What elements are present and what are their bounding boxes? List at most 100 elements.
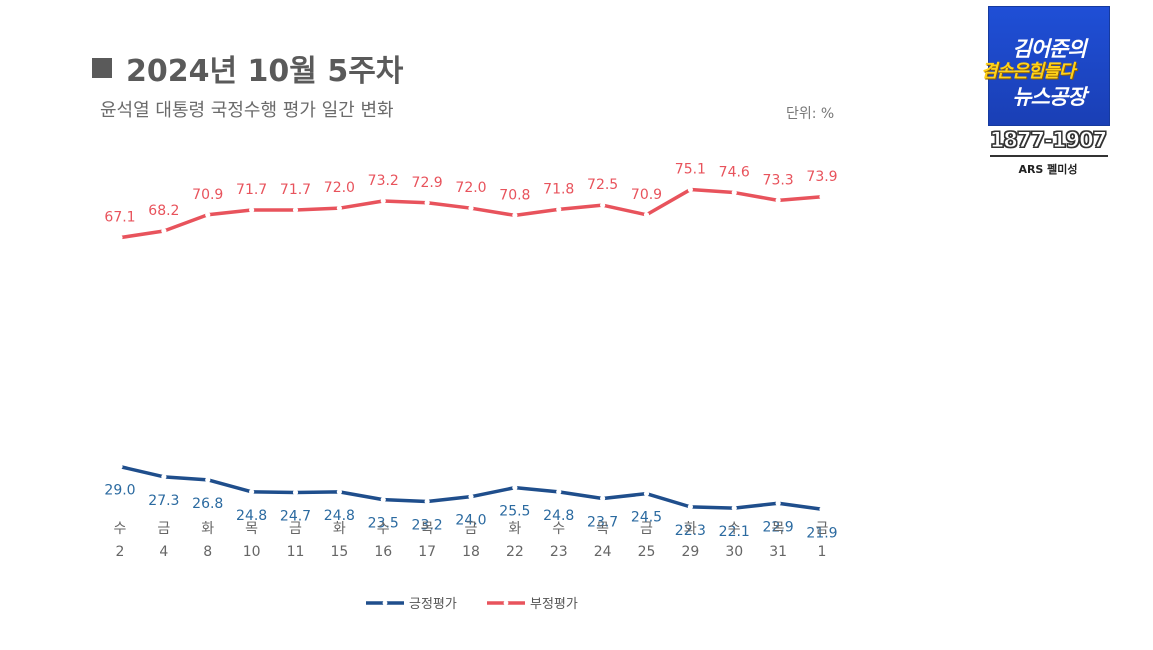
data-label-positive: 21.9 bbox=[806, 525, 837, 541]
data-point-positive bbox=[380, 497, 386, 503]
legend-label-positive: 긍정평가 bbox=[409, 597, 457, 612]
data-label-positive: 22.9 bbox=[763, 519, 794, 535]
x-tick-day: 화 bbox=[201, 521, 214, 537]
chart-subtitle: 윤석열 대통령 국정수행 평가 일간 변화 bbox=[100, 100, 394, 121]
x-tick-date: 29 bbox=[681, 544, 699, 560]
x-tick-date: 2 bbox=[116, 544, 125, 560]
data-label-negative: 71.8 bbox=[543, 181, 574, 197]
data-point-negative bbox=[556, 206, 562, 212]
x-tick-day: 금 bbox=[816, 521, 829, 537]
data-point-positive bbox=[161, 474, 167, 480]
page-title: 2024년 10월 5주차 bbox=[92, 46, 403, 90]
data-point-positive bbox=[600, 495, 606, 502]
data-point-negative bbox=[775, 197, 781, 203]
data-point-positive bbox=[731, 505, 737, 511]
data-label-negative: 68.2 bbox=[148, 203, 179, 219]
x-tick-date: 23 bbox=[550, 544, 568, 560]
series-line-positive bbox=[119, 464, 823, 512]
x-tick-date: 30 bbox=[725, 544, 743, 560]
show-logo: 김어준의 겸손은힘들다 뉴스공장 bbox=[981, 6, 1110, 126]
data-label-positive: 24.8 bbox=[543, 508, 574, 524]
data-label-negative: 71.7 bbox=[280, 182, 311, 198]
data-point-negative bbox=[380, 198, 386, 204]
data-point-negative bbox=[468, 205, 474, 211]
x-tick-date: 1 bbox=[818, 544, 827, 560]
legend-label-negative: 부정평가 bbox=[530, 597, 578, 612]
x-tick-day: 수 bbox=[377, 521, 390, 537]
data-label-negative: 73.2 bbox=[368, 173, 399, 189]
x-tick-day: 수 bbox=[114, 521, 127, 537]
data-point-positive bbox=[512, 485, 518, 491]
x-tick-date: 18 bbox=[462, 544, 480, 560]
x-tick-date: 17 bbox=[418, 544, 436, 560]
data-label-negative: 70.9 bbox=[631, 187, 662, 203]
data-label-positive: 23.2 bbox=[412, 517, 443, 533]
data-point-positive bbox=[117, 464, 123, 470]
legend-swatch-dot-positive bbox=[382, 600, 388, 606]
data-point-negative bbox=[205, 212, 211, 218]
logo-line-3: 뉴스공장 bbox=[1012, 85, 1086, 109]
x-tick-day: 화 bbox=[333, 521, 346, 537]
x-tick-date: 16 bbox=[374, 544, 392, 560]
x-tick-day: 목 bbox=[772, 521, 785, 537]
x-tick-date: 24 bbox=[594, 544, 612, 560]
data-point-negative bbox=[424, 200, 430, 206]
data-label-positive: 24.7 bbox=[280, 508, 311, 524]
data-label-positive: 24.0 bbox=[455, 513, 486, 529]
data-label-positive: 27.3 bbox=[148, 493, 179, 509]
data-label-positive: 26.8 bbox=[192, 496, 223, 512]
title-square-icon bbox=[92, 58, 112, 78]
data-label-negative: 74.6 bbox=[719, 165, 750, 181]
data-label-negative: 70.8 bbox=[499, 187, 530, 203]
data-label-negative: 75.1 bbox=[675, 162, 706, 178]
x-tick-day: 수 bbox=[728, 521, 741, 537]
data-point-negative bbox=[687, 186, 693, 193]
data-point-negative bbox=[292, 207, 299, 213]
x-tick-date: 4 bbox=[159, 544, 168, 560]
data-point-negative bbox=[161, 228, 167, 234]
x-tick-date: 8 bbox=[203, 544, 212, 560]
data-label-negative: 67.1 bbox=[104, 210, 135, 226]
data-point-positive bbox=[249, 489, 255, 495]
data-point-negative bbox=[643, 212, 650, 218]
data-point-positive bbox=[424, 498, 430, 505]
x-tick-day: 목 bbox=[596, 521, 609, 537]
data-point-positive bbox=[556, 489, 562, 495]
x-tick-day: 금 bbox=[157, 521, 170, 537]
data-label-positive: 24.8 bbox=[324, 508, 355, 524]
series-line-negative bbox=[119, 187, 823, 240]
x-tick-day: 목 bbox=[421, 521, 434, 537]
x-tick-date: 10 bbox=[243, 544, 261, 560]
data-label-negative: 72.9 bbox=[412, 175, 443, 191]
data-label-negative: 70.9 bbox=[192, 187, 223, 203]
x-tick-date: 22 bbox=[506, 544, 524, 560]
data-label-positive: 24.5 bbox=[631, 510, 662, 526]
x-tick-day: 금 bbox=[465, 521, 478, 537]
logo-line-1: 김어준의 bbox=[1012, 37, 1086, 61]
data-label-positive: 22.1 bbox=[719, 524, 750, 540]
ars-phone-number: 1877-1907 bbox=[989, 128, 1108, 153]
data-label-positive: 23.7 bbox=[587, 514, 618, 530]
data-point-positive bbox=[205, 477, 211, 483]
data-point-positive bbox=[336, 489, 342, 495]
data-point-negative bbox=[336, 205, 342, 211]
data-point-negative bbox=[512, 212, 518, 218]
logo-line-2: 겸손은힘들다 bbox=[981, 61, 1075, 82]
ars-note: ARS 펠미성 bbox=[1018, 163, 1078, 176]
x-tick-day: 화 bbox=[508, 521, 521, 537]
data-label-negative: 72.5 bbox=[587, 177, 618, 193]
title-text: 2024년 10월 5주차 bbox=[126, 54, 404, 89]
legend-swatch-dot-negative bbox=[503, 600, 509, 606]
x-tick-date: 11 bbox=[287, 544, 305, 560]
x-tick-date: 15 bbox=[330, 544, 348, 560]
data-point-negative bbox=[249, 207, 255, 213]
data-label-negative: 72.0 bbox=[324, 180, 355, 196]
data-point-negative bbox=[731, 189, 737, 196]
data-point-negative bbox=[600, 202, 606, 208]
data-point-negative bbox=[819, 194, 825, 200]
data-point-positive bbox=[468, 494, 474, 500]
data-label-negative: 72.0 bbox=[455, 180, 486, 196]
data-point-positive bbox=[819, 506, 825, 512]
x-tick-date: 25 bbox=[638, 544, 656, 560]
